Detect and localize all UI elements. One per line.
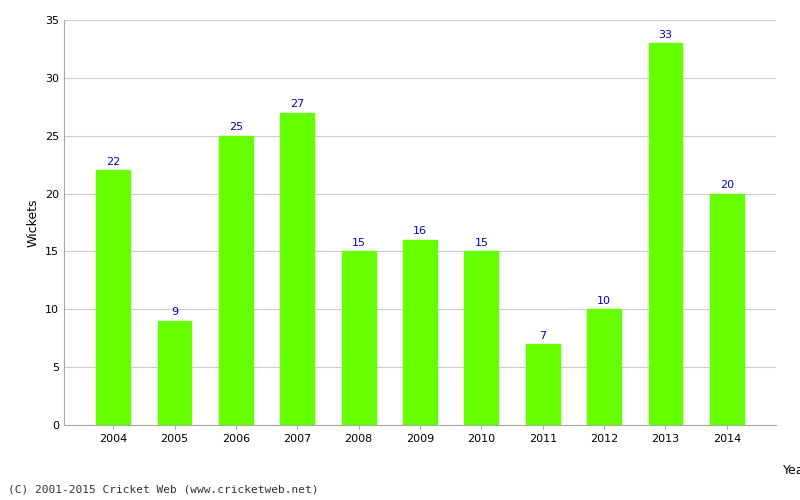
Text: 22: 22 bbox=[106, 157, 120, 167]
Text: 16: 16 bbox=[413, 226, 427, 236]
Bar bbox=[158, 321, 191, 425]
Text: 9: 9 bbox=[171, 308, 178, 318]
Text: 10: 10 bbox=[597, 296, 611, 306]
Text: 27: 27 bbox=[290, 99, 305, 109]
Bar bbox=[465, 252, 498, 425]
Text: 15: 15 bbox=[474, 238, 488, 248]
Bar bbox=[96, 170, 130, 425]
Text: 33: 33 bbox=[658, 30, 673, 40]
Text: 15: 15 bbox=[352, 238, 366, 248]
Y-axis label: Wickets: Wickets bbox=[26, 198, 39, 246]
Text: 20: 20 bbox=[720, 180, 734, 190]
Bar bbox=[710, 194, 744, 425]
Bar bbox=[403, 240, 437, 425]
Text: Year: Year bbox=[783, 464, 800, 477]
Bar bbox=[219, 136, 253, 425]
Bar bbox=[526, 344, 559, 425]
Text: (C) 2001-2015 Cricket Web (www.cricketweb.net): (C) 2001-2015 Cricket Web (www.cricketwe… bbox=[8, 485, 318, 495]
Text: 25: 25 bbox=[229, 122, 243, 132]
Bar bbox=[342, 252, 375, 425]
Text: 7: 7 bbox=[539, 330, 546, 340]
Bar bbox=[281, 112, 314, 425]
Bar bbox=[649, 43, 682, 425]
Bar bbox=[587, 310, 621, 425]
